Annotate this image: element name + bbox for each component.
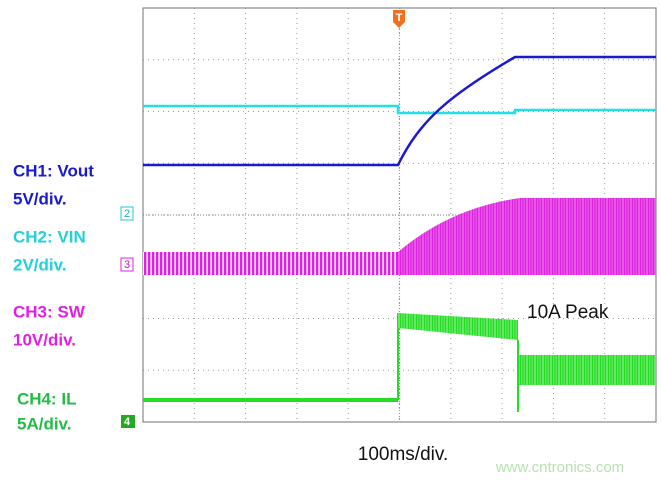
ch3-trace (143, 252, 398, 275)
ch2-trace (143, 104, 656, 115)
ch3-marker (120, 257, 134, 272)
ch4-marker-label: 4 (124, 416, 131, 428)
timebase: 100ms/div. (358, 444, 448, 465)
watermark: www.cntronics.com (495, 459, 624, 476)
ch4-trace (519, 355, 656, 385)
channel-scale: 5V/div. (13, 189, 67, 208)
trigger-label: T (396, 12, 403, 24)
channel-scale: 5A/div. (17, 414, 71, 433)
trigger-marker (393, 10, 405, 28)
channel-label: CH3: SW (13, 302, 86, 321)
channel-label: CH1: Vout (13, 161, 94, 180)
ch3-marker-label: 3 (124, 259, 130, 271)
ch2-marker-label: 2 (124, 208, 130, 220)
ch1-trace (143, 55, 656, 167)
ch3-trace (398, 198, 656, 275)
channel-scale: 10V/div. (13, 330, 76, 349)
channel-scale: 2V/div. (13, 255, 67, 274)
annotation: 10A Peak (527, 302, 609, 323)
channel-label: CH4: IL (17, 389, 77, 408)
channel-label: CH2: VIN (13, 227, 86, 246)
ch4-marker (121, 415, 135, 428)
ch2-marker (120, 206, 134, 221)
ch4-trace (398, 313, 518, 340)
